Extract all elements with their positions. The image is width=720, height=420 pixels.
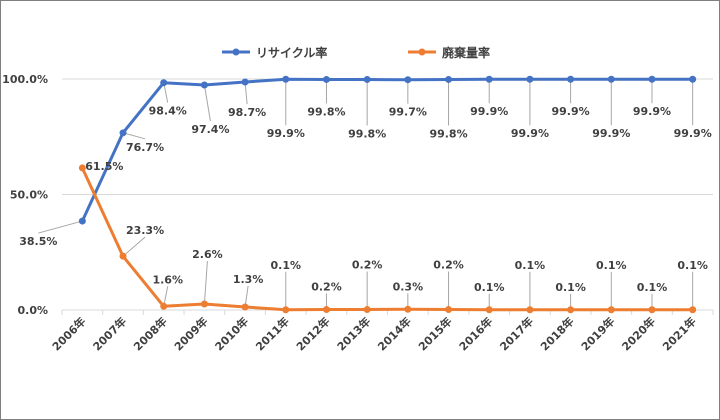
data-label: 0.3% <box>393 280 424 293</box>
leader-line <box>244 285 249 308</box>
data-point <box>363 75 371 83</box>
data-point <box>648 306 656 314</box>
data-point <box>445 306 453 314</box>
x-tick-label: 2021年 <box>659 314 698 353</box>
x-tick-label: 2017年 <box>497 314 536 353</box>
data-label: 98.4% <box>149 105 187 118</box>
data-label: 99.8% <box>429 127 467 140</box>
data-label: 99.9% <box>267 127 305 140</box>
data-label: 38.5% <box>19 235 57 248</box>
data-point <box>526 75 534 83</box>
data-point <box>200 81 208 89</box>
data-point <box>485 306 493 314</box>
legend-marker <box>418 48 426 56</box>
data-label: 99.9% <box>633 105 671 118</box>
data-label: 99.9% <box>470 105 508 118</box>
x-tick-label: 2020年 <box>619 314 658 353</box>
x-tick-label: 2010年 <box>212 314 251 353</box>
x-tick-label: 2013年 <box>334 314 373 353</box>
data-point <box>282 75 290 83</box>
data-label: 1.3% <box>233 273 264 286</box>
data-point <box>78 164 86 172</box>
data-point <box>607 75 615 83</box>
data-label: 99.9% <box>592 127 630 140</box>
data-label: 0.1% <box>271 259 302 272</box>
data-label: 2.6% <box>192 248 223 261</box>
data-point <box>119 129 127 137</box>
data-label: 0.1% <box>515 259 546 272</box>
data-label: 99.9% <box>511 127 549 140</box>
data-point <box>363 306 371 314</box>
x-tick-label: 2009年 <box>171 314 210 353</box>
data-point <box>160 79 168 87</box>
series-line <box>80 167 693 312</box>
legend-label: 廃棄量率 <box>442 45 490 60</box>
y-tick-label: 100.0% <box>2 73 48 86</box>
data-label: 99.9% <box>674 127 712 140</box>
data-point <box>78 217 86 225</box>
data-point <box>282 306 290 314</box>
x-tick-label: 2012年 <box>293 314 332 353</box>
data-label: 99.8% <box>348 127 386 140</box>
x-tick-label: 2007年 <box>90 314 129 353</box>
data-point <box>322 306 330 314</box>
leader-line <box>38 220 83 234</box>
x-tick-label: 2015年 <box>415 314 454 353</box>
data-label: 0.1% <box>677 259 708 272</box>
leader-line <box>203 260 208 305</box>
data-label: 0.1% <box>637 281 668 294</box>
data-point <box>241 78 249 86</box>
x-tick-label: 2008年 <box>131 314 170 353</box>
data-label: 0.1% <box>555 281 586 294</box>
data-label: 0.2% <box>311 281 342 294</box>
data-point <box>526 306 534 314</box>
leader-line <box>122 236 146 257</box>
x-tick-label: 2019年 <box>578 314 617 353</box>
data-point <box>689 75 697 83</box>
data-label: 0.1% <box>474 281 505 294</box>
leader-line <box>203 84 211 122</box>
data-label: 99.9% <box>552 105 590 118</box>
x-tick-label: 2011年 <box>253 314 292 353</box>
data-label: 98.7% <box>228 106 266 119</box>
series-line <box>80 77 693 222</box>
data-point <box>607 306 615 314</box>
x-tick-label: 2014年 <box>375 314 414 353</box>
leader-line <box>244 81 248 105</box>
legend-marker <box>232 48 240 56</box>
data-point <box>445 75 453 83</box>
legend-label: リサイクル率 <box>256 45 327 60</box>
data-point <box>119 252 127 260</box>
data-point <box>404 76 412 84</box>
data-point <box>567 75 575 83</box>
data-label: 76.7% <box>126 141 164 154</box>
data-point <box>322 75 330 83</box>
y-tick-label: 50.0% <box>10 189 48 202</box>
data-label: 0.2% <box>433 259 464 272</box>
data-label: 99.8% <box>307 105 345 118</box>
data-point <box>485 75 493 83</box>
data-label: 1.6% <box>152 273 183 286</box>
data-label: 61.5% <box>85 160 123 173</box>
data-label: 0.1% <box>596 259 627 272</box>
data-point <box>689 306 697 314</box>
x-tick-label: 2006年 <box>49 314 88 353</box>
data-label: 23.3% <box>126 224 164 237</box>
x-tick-label: 2018年 <box>537 314 576 353</box>
data-point <box>241 303 249 311</box>
data-label: 97.4% <box>191 123 229 136</box>
data-point <box>160 302 168 310</box>
data-label: 99.7% <box>389 106 427 119</box>
data-point <box>404 305 412 313</box>
data-point <box>200 300 208 308</box>
y-tick-label: 0.0% <box>17 304 48 317</box>
leader-line <box>122 132 146 140</box>
data-point <box>648 75 656 83</box>
x-tick-label: 2016年 <box>456 314 495 353</box>
data-point <box>567 306 575 314</box>
data-label: 0.2% <box>352 259 383 272</box>
